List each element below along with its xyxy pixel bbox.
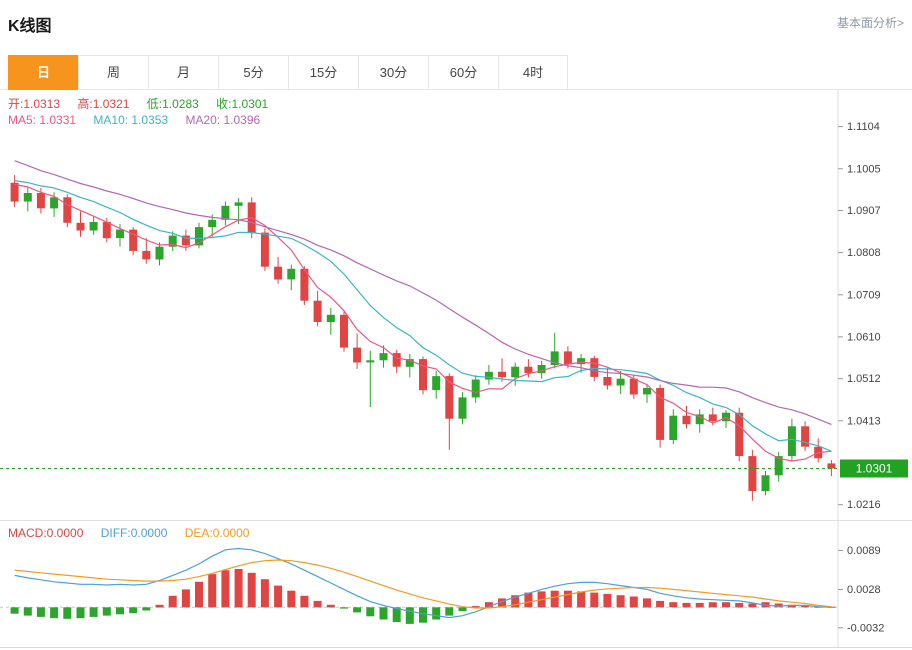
fundamental-analysis-link[interactable]: 基本面分析> (836, 16, 904, 30)
candlestick-chart[interactable]: 1.1104 1.1005 1.0907 1.0808 1.0709 1.0610 1.05… (0, 90, 912, 520)
current-price-badge (840, 459, 908, 478)
tab-30min[interactable]: 30分 (358, 55, 428, 90)
ma10-value: MA10: 1.0353 (93, 113, 169, 127)
macd-value: MACD:0.0000 (8, 526, 84, 540)
tab-60min[interactable]: 60分 (428, 55, 498, 90)
ma-readout: MA5: 1.0331 MA10: 1.0353 MA20: 1.0396 (8, 113, 274, 127)
tab-day[interactable]: 日 (8, 55, 78, 90)
timeframe-tabs: 日周月 5分 15分 30分 60分 4时 (0, 55, 912, 90)
tab-15min[interactable]: 15分 (288, 55, 358, 90)
ma20-value: MA20: 1.0396 (185, 113, 261, 127)
ma5-value: MA5: 1.0331 (8, 113, 77, 127)
svg-text:1.1005: 1.1005 (847, 163, 881, 175)
svg-text:1.0610: 1.0610 (847, 331, 881, 343)
tab-month[interactable]: 月 (148, 55, 218, 90)
page-title: K线图 (8, 18, 52, 35)
dea-value: DEA:0.0000 (184, 526, 250, 540)
svg-text:1.0413: 1.0413 (847, 415, 881, 427)
panel-divider (0, 520, 912, 521)
high-value: 高:1.0321 (77, 97, 130, 111)
current-price-label: 1.0301 (856, 462, 893, 476)
open-value: 开:1.0313 (8, 97, 61, 111)
svg-text:0.0028: 0.0028 (847, 584, 881, 596)
low-value: 低:1.0283 (146, 97, 199, 111)
tab-5min[interactable]: 5分 (218, 55, 288, 90)
svg-text:1.0512: 1.0512 (847, 373, 881, 385)
svg-text:1.1104: 1.1104 (847, 121, 880, 133)
diff-value: DIFF:0.0000 (100, 526, 168, 540)
tab-week[interactable]: 周 (78, 55, 148, 90)
svg-text:1.0216: 1.0216 (847, 499, 881, 511)
macd-readout: MACD:0.0000 DIFF:0.0000 DEA:0.0000 (8, 526, 263, 540)
svg-text:1.0808: 1.0808 (847, 247, 881, 259)
svg-text:0.0089: 0.0089 (847, 545, 881, 557)
svg-text:1.0907: 1.0907 (847, 205, 881, 217)
page-header: K线图 基本面分析> (0, 0, 912, 55)
macd-chart[interactable]: 0.0089 0.0028 -0.0032 (0, 521, 912, 647)
close-value: 收:1.0301 (216, 97, 269, 111)
svg-text:1.0709: 1.0709 (847, 289, 881, 301)
ohlc-readout: 开:1.0313 高:1.0321 低:1.0283 收:1.0301 (8, 95, 282, 112)
tab-4hour[interactable]: 4时 (498, 55, 568, 90)
chart-area: 1.1104 1.1005 1.0907 1.0808 1.0709 1.0610 1.05… (0, 90, 912, 648)
svg-text:-0.0032: -0.0032 (847, 622, 884, 634)
